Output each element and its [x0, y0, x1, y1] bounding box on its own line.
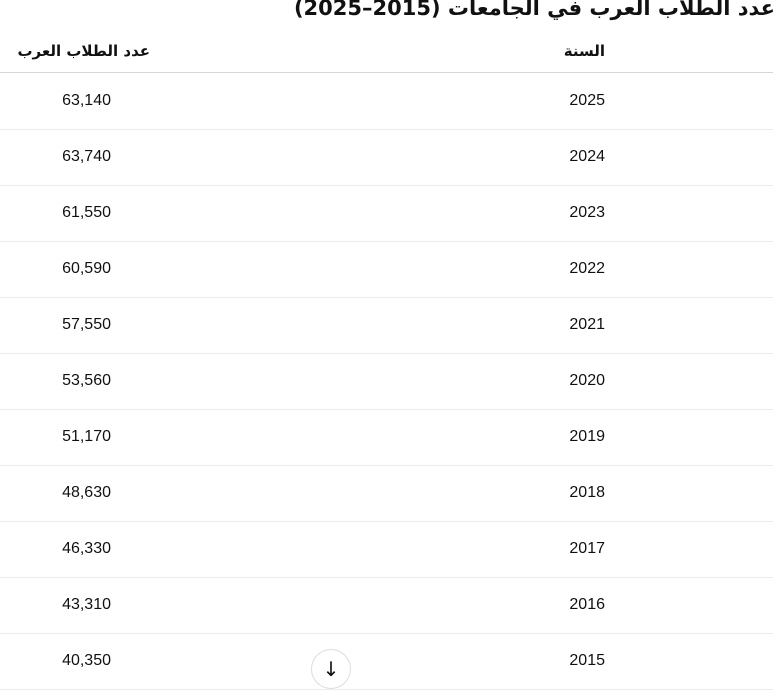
- count-cell: 43,310: [62, 596, 111, 613]
- arrow-down-icon: ↓: [322, 657, 340, 681]
- column-header-count: عدد الطلاب العرب: [17, 42, 150, 60]
- count-cell: 46,330: [62, 540, 111, 557]
- year-cell: 2022: [569, 260, 605, 277]
- year-cell: 2018: [569, 484, 605, 501]
- count-cell: 57,550: [62, 316, 111, 333]
- count-cell: 60,590: [62, 260, 111, 277]
- count-cell: 63,740: [62, 148, 111, 165]
- table-title: عدد الطلاب العرب في الجامعات (2015–2025): [293, 0, 773, 20]
- count-cell: 61,550: [62, 204, 111, 221]
- table-row: 2019 51,170: [0, 409, 773, 466]
- header-divider: [0, 72, 773, 73]
- count-cell: 48,630: [62, 484, 111, 501]
- column-header-year: السنة: [563, 42, 605, 60]
- table-row: 2020 53,560: [0, 353, 773, 410]
- year-cell: 2023: [569, 204, 605, 221]
- count-cell: 51,170: [62, 428, 111, 445]
- table-row: 2017 46,330: [0, 521, 773, 578]
- year-cell: 2020: [569, 372, 605, 389]
- table-row: 2023 61,550: [0, 185, 773, 242]
- table-row: 2022 60,590: [0, 241, 773, 298]
- year-cell: 2017: [569, 540, 605, 557]
- table-row: 2021 57,550: [0, 297, 773, 354]
- year-cell: 2019: [569, 428, 605, 445]
- count-cell: 40,350: [62, 652, 111, 669]
- table-row: 2016 43,310: [0, 577, 773, 634]
- year-cell: 2025: [569, 92, 605, 109]
- year-cell: 2021: [569, 316, 605, 333]
- year-cell: 2016: [569, 596, 605, 613]
- table-row: 2025 63,140: [0, 73, 773, 130]
- table-row: 2015 40,350: [0, 633, 773, 690]
- table-row: 2024 63,740: [0, 129, 773, 186]
- count-cell: 63,140: [62, 92, 111, 109]
- scroll-down-button[interactable]: ↓: [311, 649, 351, 689]
- table-row: 2018 48,630: [0, 465, 773, 522]
- year-cell: 2015: [569, 652, 605, 669]
- count-cell: 53,560: [62, 372, 111, 389]
- year-cell: 2024: [569, 148, 605, 165]
